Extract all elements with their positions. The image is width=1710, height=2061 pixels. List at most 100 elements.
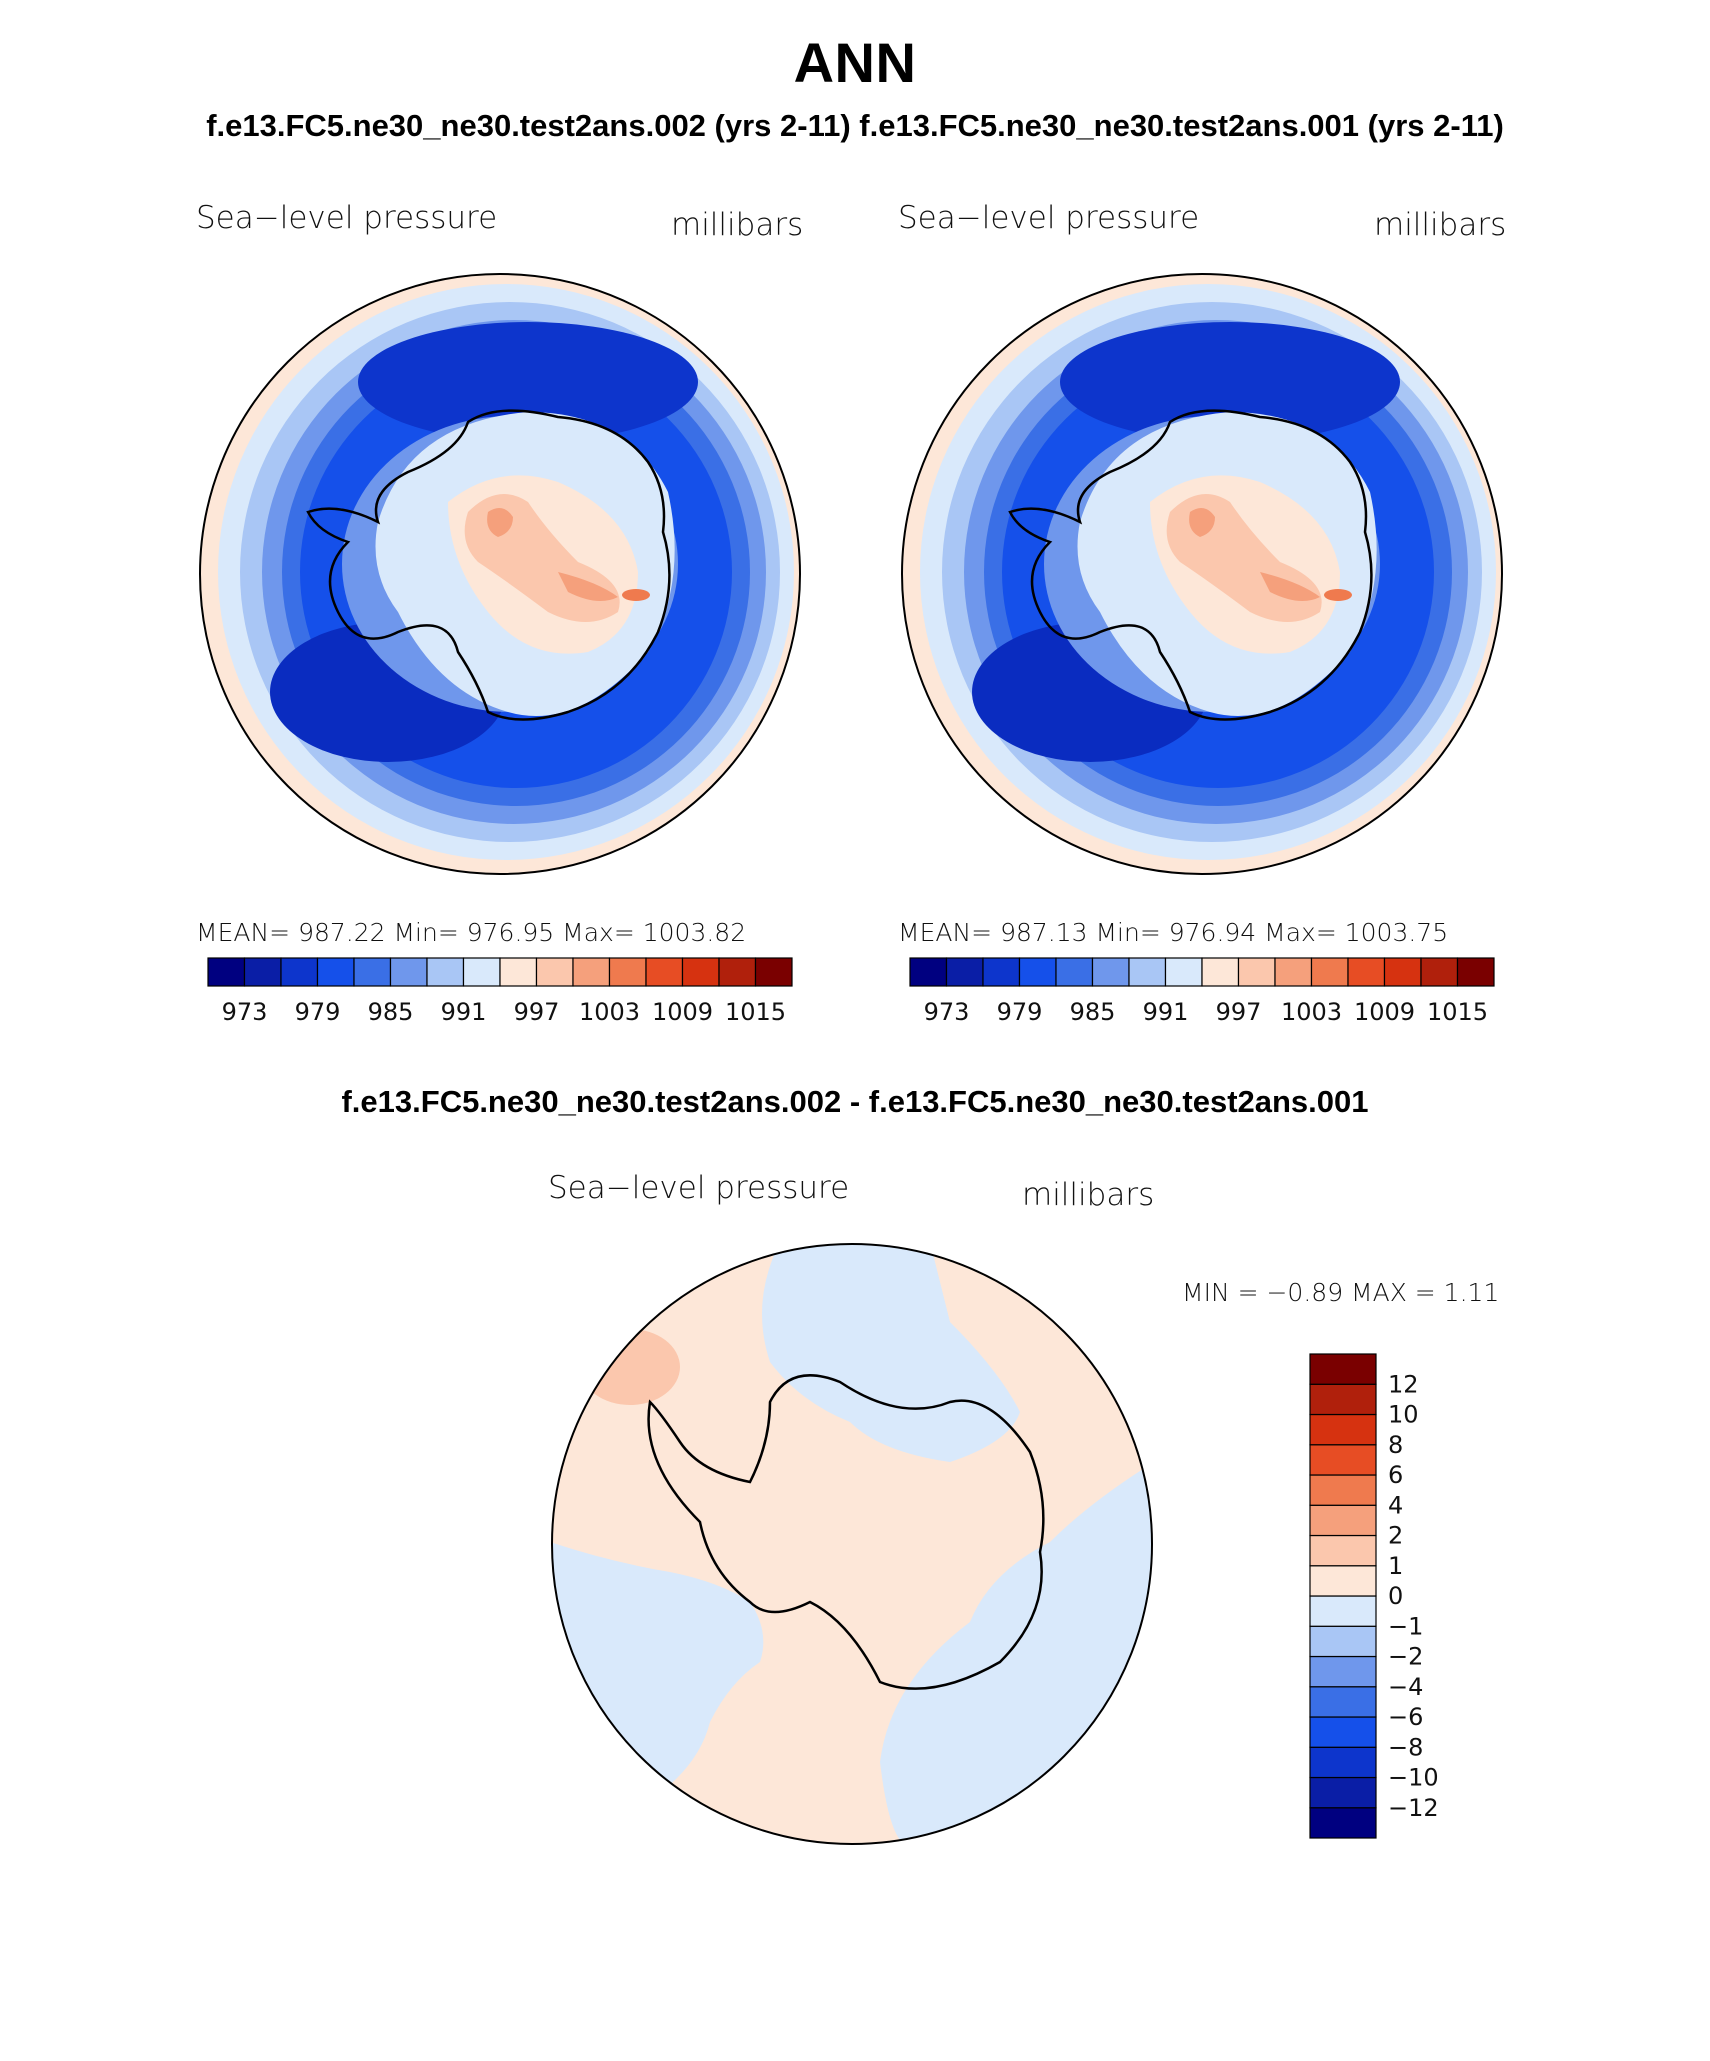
map-low-north [1060, 322, 1400, 442]
right-units-label: millibars [1374, 207, 1507, 243]
colorbar-swatch [316, 957, 355, 987]
colorbar-swatch [1309, 1716, 1377, 1748]
colorbar-label: −4 [1388, 1673, 1423, 1701]
colorbar-label: 1003 [579, 998, 640, 1026]
colorbar-swatch [645, 957, 684, 987]
colorbar-swatch [1128, 957, 1167, 987]
colorbar-swatch [499, 957, 538, 987]
colorbar-label: 997 [514, 998, 560, 1026]
cases-subtitle: f.e13.FC5.ne30_ne30.test2ans.002 (yrs 2-… [206, 108, 1504, 143]
colorbar-swatch [1309, 1504, 1377, 1537]
colorbar-swatch [608, 957, 647, 987]
map-ice-5 [1189, 508, 1320, 601]
left-polar-map [199, 273, 801, 875]
colorbar-swatch [1018, 957, 1057, 987]
colorbar-swatch [1420, 957, 1459, 987]
colorbar-swatch [1310, 957, 1349, 987]
colorbar-label: 1015 [725, 998, 786, 1026]
colorbar-swatch [243, 957, 282, 987]
right-polar-map [901, 273, 1503, 875]
diff-positive-max [580, 1329, 680, 1405]
page-title: ANN [793, 31, 917, 94]
colorbar-swatch [1309, 1776, 1377, 1809]
colorbar-label: −8 [1388, 1733, 1423, 1761]
colorbar-swatch [353, 957, 392, 987]
left-stats: MEAN= 987.22 Min= 976.95 Max= 1003.82 [196, 918, 747, 947]
left-units-label: millibars [671, 207, 804, 243]
left-variable-label: Sea−level pressure [196, 200, 498, 236]
colorbar-swatch [1383, 957, 1422, 987]
coastline [1008, 409, 1373, 721]
diff-variable-label: Sea−level pressure [548, 1170, 850, 1206]
colorbar-label: 6 [1388, 1461, 1403, 1489]
colorbar-swatch [1309, 1595, 1377, 1627]
colorbar-swatch [1091, 957, 1130, 987]
colorbar-swatch [1309, 1565, 1377, 1597]
colorbar-label: 973 [222, 998, 268, 1026]
colorbar-swatch [535, 957, 574, 987]
colorbar-label: −10 [1388, 1764, 1439, 1792]
colorbar-swatch [1347, 957, 1386, 987]
colorbar-swatch [1201, 957, 1240, 987]
colorbar-swatch [1309, 1655, 1377, 1688]
colorbar-swatch [1309, 1413, 1377, 1446]
colorbar-swatch [718, 957, 757, 987]
colorbar-label: −6 [1388, 1703, 1423, 1731]
colorbar-swatch [1237, 957, 1276, 987]
coastline [306, 409, 671, 721]
colorbar-swatch [1309, 1444, 1377, 1476]
colorbar-label: 979 [295, 998, 341, 1026]
left-colorbar: 973 979 985 991 997 1003 1009 1015 [207, 957, 793, 1026]
colorbar-label: 1009 [1354, 998, 1415, 1026]
colorbar-swatch [909, 957, 948, 987]
colorbar-label: 8 [1388, 1431, 1403, 1459]
right-stats: MEAN= 987.13 Min= 976.94 Max= 1003.75 [898, 918, 1449, 947]
colorbar-swatch [681, 957, 720, 987]
difference-subtitle: f.e13.FC5.ne30_ne30.test2ans.002 - f.e13… [341, 1084, 1369, 1119]
colorbar-label: 2 [1388, 1522, 1403, 1550]
colorbar-swatch [1055, 957, 1094, 987]
colorbar-swatch [1309, 1534, 1377, 1567]
colorbar-swatch [280, 957, 319, 987]
colorbar-swatch [426, 957, 465, 987]
colorbar-swatch [1309, 1746, 1377, 1779]
colorbar-label: 0 [1388, 1582, 1403, 1610]
colorbar-label: 1003 [1281, 998, 1342, 1026]
colorbar-label: 1009 [652, 998, 713, 1026]
colorbar-swatch [754, 957, 793, 987]
map-ice-max [1324, 589, 1352, 601]
colorbar-label: 973 [924, 998, 970, 1026]
colorbar-label: 979 [997, 998, 1043, 1026]
colorbar-label: 12 [1388, 1370, 1419, 1398]
colorbar-label: 4 [1388, 1491, 1403, 1519]
colorbar-swatch [1309, 1807, 1377, 1839]
colorbar-swatch [572, 957, 611, 987]
map-ice-5 [487, 508, 618, 601]
right-colorbar: 973 979 985 991 997 1003 1009 1015 [909, 957, 1495, 1026]
colorbar-swatch [1309, 1625, 1377, 1658]
colorbar-label: −12 [1388, 1794, 1439, 1822]
colorbar-swatch [945, 957, 984, 987]
colorbar-label: 985 [1070, 998, 1116, 1026]
colorbar-swatch [1309, 1686, 1377, 1718]
colorbar-swatch [1164, 957, 1203, 987]
colorbar-label: 10 [1388, 1401, 1419, 1429]
coastline [647, 1374, 1045, 1690]
colorbar-swatch [1309, 1353, 1377, 1385]
colorbar-swatch [207, 957, 246, 987]
difference-polar-map [551, 1243, 1153, 1845]
map-ice-max [622, 589, 650, 601]
colorbar-swatch [462, 957, 501, 987]
colorbar-label: −2 [1388, 1643, 1423, 1671]
colorbar-label: 1 [1388, 1552, 1403, 1580]
colorbar-label: 991 [441, 998, 487, 1026]
colorbar-label: 997 [1216, 998, 1262, 1026]
right-variable-label: Sea−level pressure [898, 200, 1200, 236]
map-low-north [358, 322, 698, 442]
colorbar-swatch [1309, 1383, 1377, 1416]
colorbar-swatch [389, 957, 428, 987]
colorbar-label: −1 [1388, 1612, 1423, 1640]
colorbar-swatch [1309, 1474, 1377, 1506]
colorbar-label: 985 [368, 998, 414, 1026]
